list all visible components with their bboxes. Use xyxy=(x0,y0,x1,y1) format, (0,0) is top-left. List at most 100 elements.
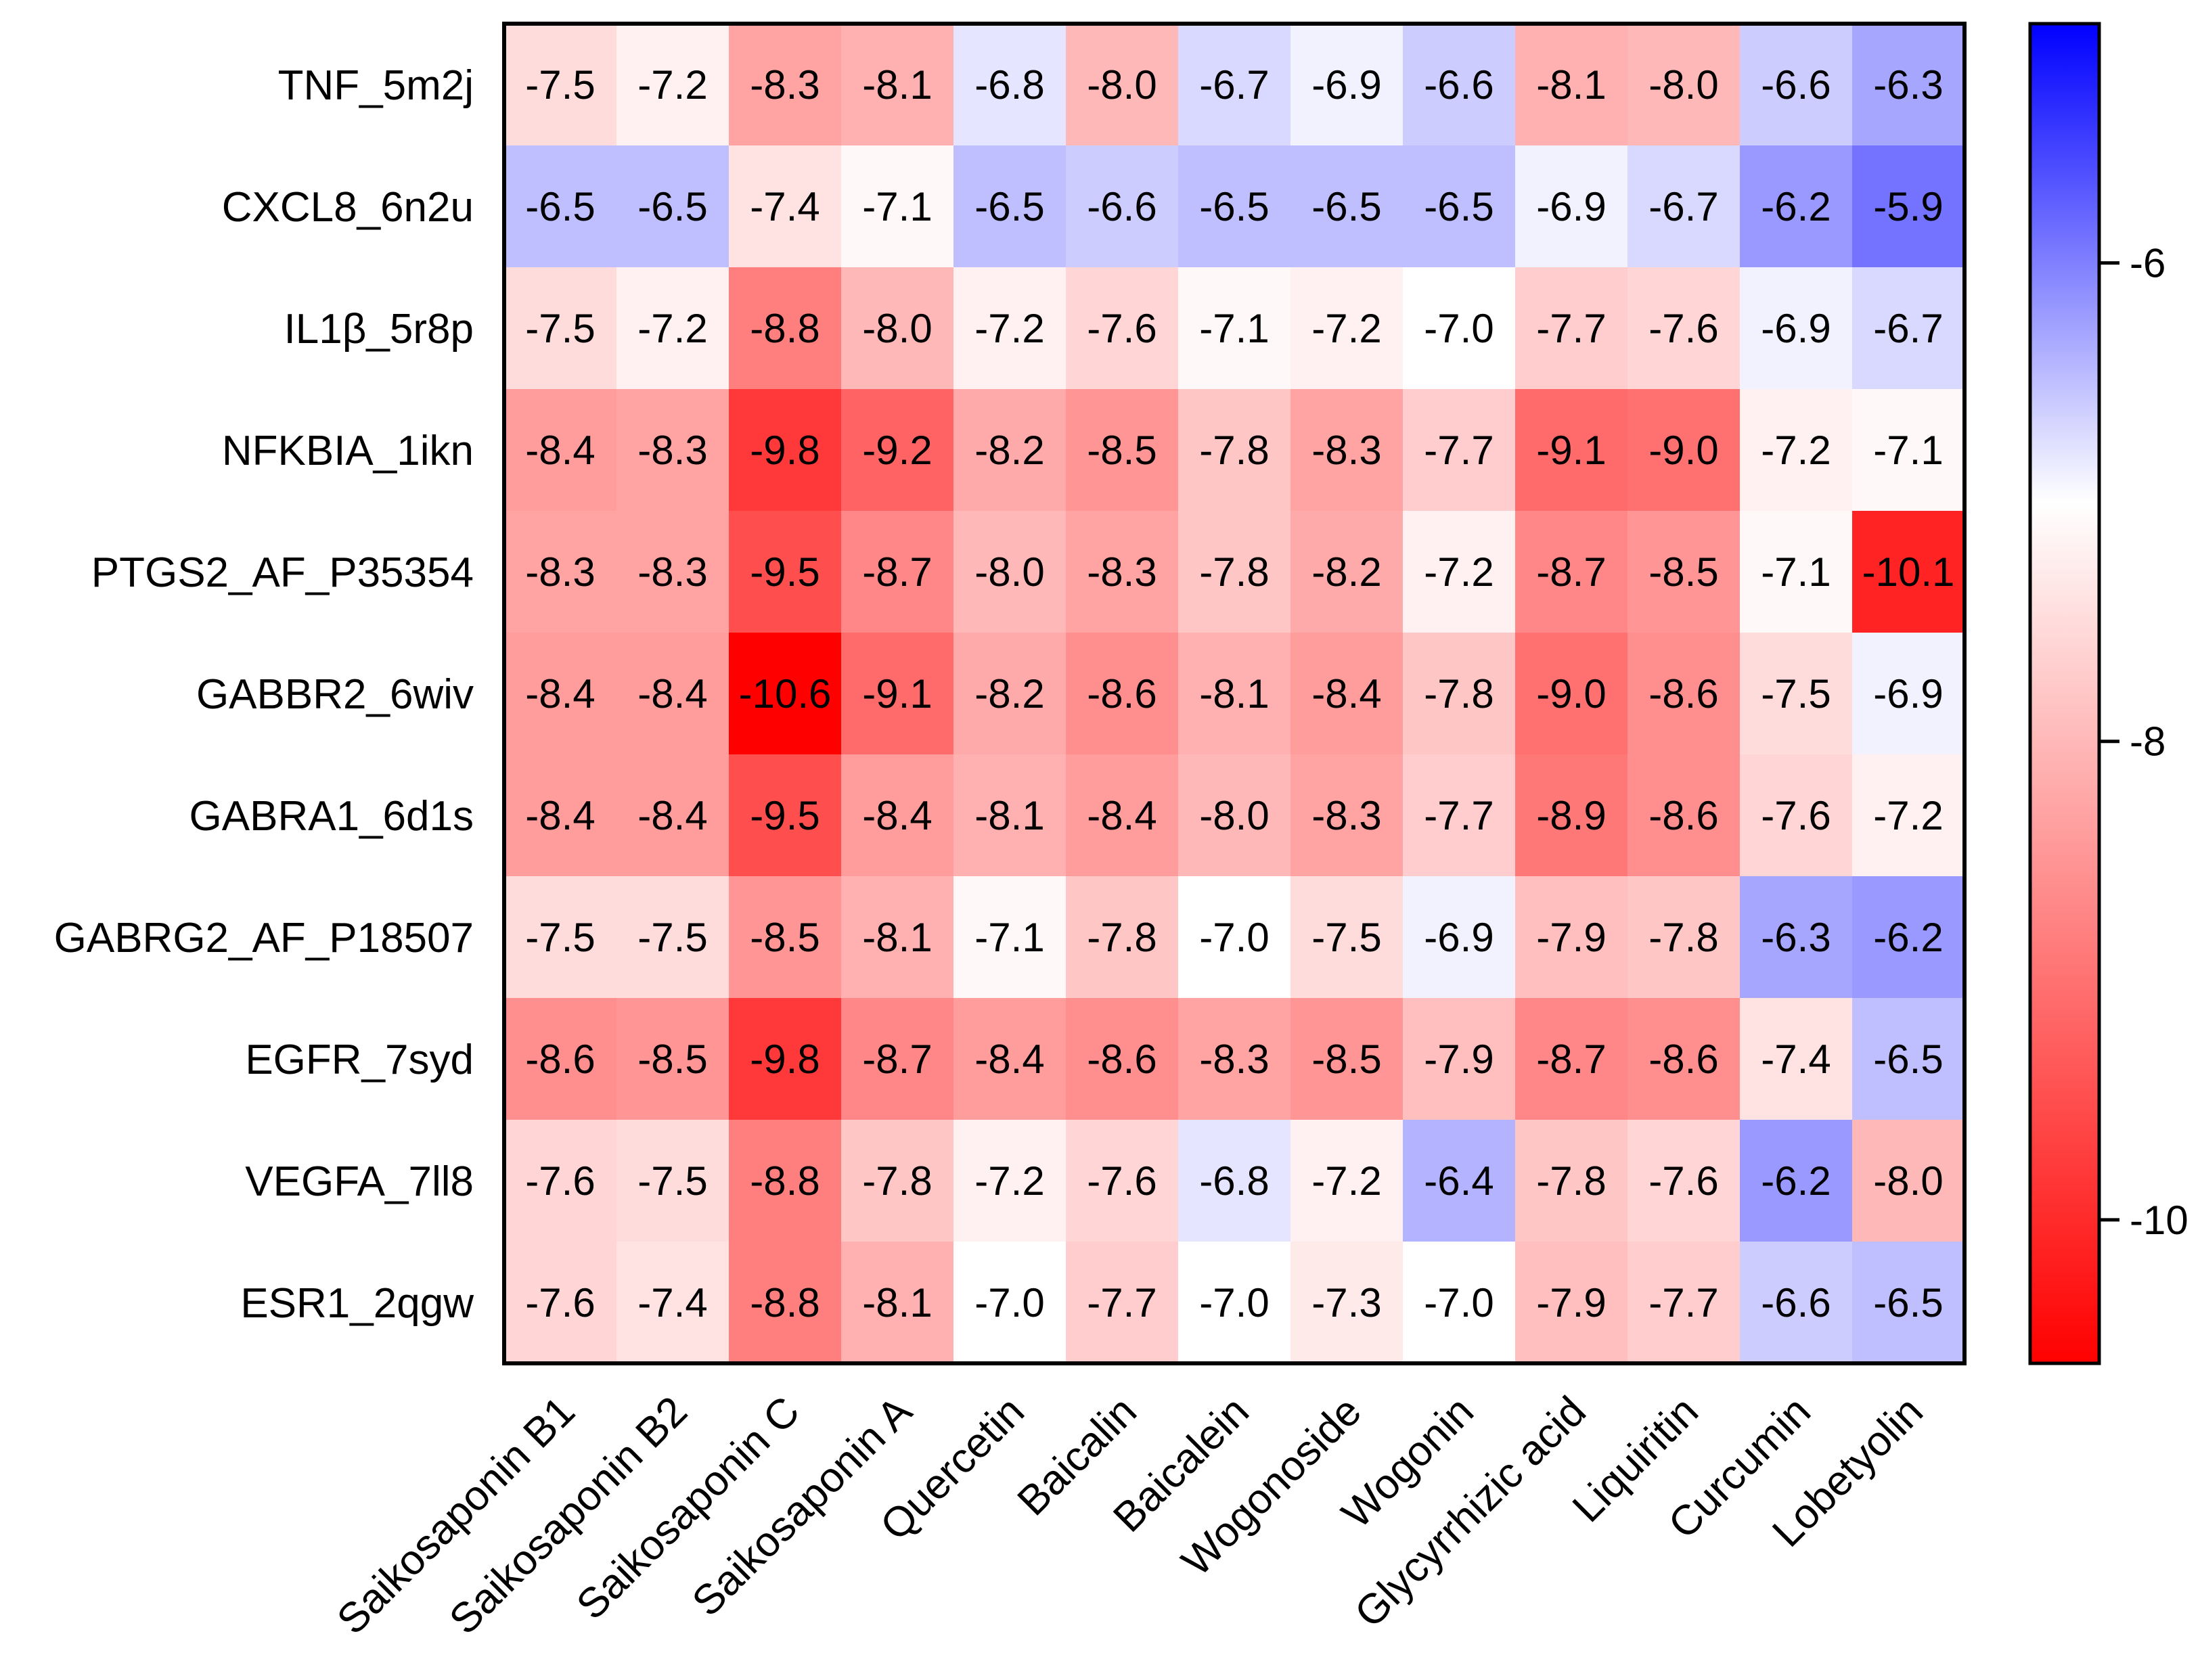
cell-value-label: -7.6 xyxy=(1761,793,1831,838)
heatmap-cell xyxy=(1178,1120,1291,1242)
cell-value-label: -8.7 xyxy=(862,1037,932,1082)
cell-value-label: -6.5 xyxy=(1199,184,1269,229)
row-label: TNF_5m2j xyxy=(278,62,474,109)
cell-value-label: -6.7 xyxy=(1199,62,1269,108)
cell-value-label: -8.6 xyxy=(1648,671,1718,717)
colorbar-tick-label: -6 xyxy=(2130,241,2165,286)
cell-value-label: -7.1 xyxy=(974,915,1044,960)
heatmap-cell xyxy=(1515,633,1628,755)
cell-value-label: -7.8 xyxy=(1199,549,1269,595)
heatmap-cell xyxy=(729,267,842,390)
cell-value-label: -6.5 xyxy=(1873,1280,1943,1325)
heatmap-cells xyxy=(504,24,1965,1364)
cell-value-label: -7.4 xyxy=(1761,1037,1831,1082)
colorbar-ticks: -6 -8 -10 xyxy=(2099,241,2188,1243)
heatmap-cell xyxy=(1740,267,1853,390)
heatmap-cell xyxy=(1290,754,1404,877)
heatmap-cell xyxy=(1403,24,1516,146)
cell-value-label: -8.5 xyxy=(1311,1037,1381,1082)
cell-value-label: -6.6 xyxy=(1424,62,1494,108)
cell-value-label: -6.7 xyxy=(1648,184,1718,229)
cell-value-label: -8.2 xyxy=(1311,549,1381,595)
cell-value-label: -7.0 xyxy=(1199,1280,1269,1325)
heatmap-cell xyxy=(1627,511,1741,633)
cell-value-label: -9.2 xyxy=(862,428,932,473)
cell-value-label: -6.3 xyxy=(1873,62,1943,108)
heatmap-cell xyxy=(504,754,617,877)
cell-value-label: -7.1 xyxy=(1199,306,1269,351)
row-label: NFKBIA_1ikn xyxy=(222,428,474,474)
colorbar-tick-label: -8 xyxy=(2130,719,2165,765)
cell-value-label: -8.2 xyxy=(974,428,1044,473)
cell-value-label: -7.5 xyxy=(637,915,707,960)
cell-value-label: -8.4 xyxy=(1087,793,1157,838)
cell-value-label: -7.5 xyxy=(1311,915,1381,960)
cell-value-label: -6.5 xyxy=(637,184,707,229)
cell-value-label: -6.6 xyxy=(1761,1280,1831,1325)
heatmap-cell xyxy=(1515,1242,1628,1364)
cell-value-label: -8.6 xyxy=(1648,1037,1718,1082)
heatmap-cell xyxy=(1178,754,1291,877)
heatmap-cell xyxy=(1178,145,1291,268)
heatmap-cell xyxy=(1403,633,1516,755)
cell-value-label: -7.5 xyxy=(525,915,595,960)
cell-value-label: -8.5 xyxy=(1648,549,1718,595)
heatmap-cell xyxy=(841,633,954,755)
heatmap-cell xyxy=(504,145,617,268)
cell-value-label: -7.5 xyxy=(525,62,595,108)
heatmap-cell xyxy=(1066,24,1179,146)
heatmap-cell xyxy=(841,1242,954,1364)
cell-value-label: -8.7 xyxy=(862,549,932,595)
heatmap-cell xyxy=(1515,145,1628,268)
heatmap-cell xyxy=(1627,633,1741,755)
heatmap-cell xyxy=(1178,389,1291,512)
heatmap-cell xyxy=(504,998,617,1120)
cell-value-label: -7.1 xyxy=(1761,549,1831,595)
heatmap-cell xyxy=(729,876,842,999)
cell-value-label: -9.5 xyxy=(750,793,820,838)
heatmap-cell xyxy=(1403,876,1516,999)
cell-value-label: -7.4 xyxy=(750,184,820,229)
row-label: EGFR_7syd xyxy=(245,1037,474,1083)
cell-value-label: -8.9 xyxy=(1536,793,1606,838)
heatmap-cell xyxy=(1290,389,1404,512)
row-label: GABRG2_AF_P18507 xyxy=(54,915,474,961)
cell-value-label: -8.4 xyxy=(1311,671,1381,717)
cell-value-label: -8.3 xyxy=(1199,1037,1269,1082)
cell-value-label: -9.8 xyxy=(750,1037,820,1082)
heatmap-cell xyxy=(953,24,1067,146)
cell-value-label: -10.1 xyxy=(1862,549,1955,595)
heatmap-cell xyxy=(1178,876,1291,999)
cell-value-label: -8.1 xyxy=(862,62,932,108)
cell-value-label: -8.5 xyxy=(1087,428,1157,473)
heatmap-cell xyxy=(1290,998,1404,1120)
heatmap-cell xyxy=(1178,267,1291,390)
heatmap-cell xyxy=(1290,24,1404,146)
heatmap-cell xyxy=(1066,145,1179,268)
cell-value-label: -8.4 xyxy=(637,671,707,717)
cell-value-label: -6.2 xyxy=(1761,184,1831,229)
heatmap-cell xyxy=(841,876,954,999)
heatmap-cell xyxy=(1627,1120,1741,1242)
heatmap-cell xyxy=(953,1120,1067,1242)
heatmap-cell xyxy=(1852,267,1965,390)
cell-value-label: -6.8 xyxy=(1199,1158,1269,1204)
heatmap-cell xyxy=(1290,876,1404,999)
heatmap-cell xyxy=(616,145,729,268)
cell-value-label: -8.4 xyxy=(974,1037,1044,1082)
cell-value-label: -7.4 xyxy=(637,1280,707,1325)
cell-value-label: -7.8 xyxy=(1648,915,1718,960)
heatmap-cell xyxy=(616,1242,729,1364)
heatmap-cell xyxy=(953,998,1067,1120)
heatmap-cell xyxy=(841,389,954,512)
cell-value-label: -7.9 xyxy=(1424,1037,1494,1082)
cell-value-label: -8.4 xyxy=(862,793,932,838)
heatmap-cell xyxy=(1515,754,1628,877)
heatmap-cell xyxy=(1515,998,1628,1120)
cell-value-label: -7.2 xyxy=(1424,549,1494,595)
heatmap-cell xyxy=(1403,1120,1516,1242)
cell-value-label: -10.6 xyxy=(739,671,832,717)
cell-value-label: -8.3 xyxy=(525,549,595,595)
cell-value-label: -7.8 xyxy=(1424,671,1494,717)
heatmap-cell xyxy=(504,633,617,755)
